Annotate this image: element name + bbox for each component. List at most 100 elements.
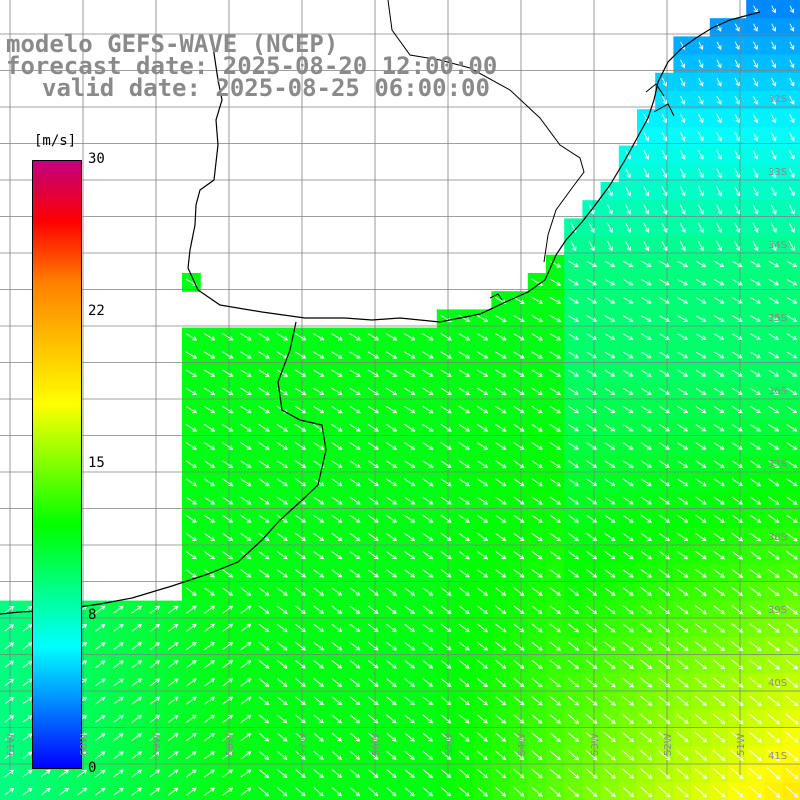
wind-arrow [385, 333, 398, 341]
wind-arrow [131, 787, 143, 796]
wind-arrow [277, 750, 288, 760]
wind-arrow [695, 550, 707, 560]
wind-arrow [258, 532, 270, 542]
wind-arrow [622, 750, 635, 761]
lat-lon-grid [0, 0, 800, 775]
wind-arrow [641, 260, 652, 268]
wind-arrow [771, 59, 777, 69]
wind-arrow [404, 641, 416, 651]
wind-arrow [222, 532, 234, 542]
wind-arrow [622, 659, 634, 670]
wind-arrow [640, 750, 653, 761]
wind-arrow [386, 641, 397, 651]
wind-speed-cell [564, 782, 583, 800]
wind-arrow [586, 279, 598, 286]
wind-arrow [716, 132, 722, 142]
wind-arrow [785, 713, 799, 725]
wind-arrow [259, 787, 270, 797]
wind-arrow [349, 660, 361, 669]
wind-arrow [276, 532, 288, 542]
wind-arrow [549, 623, 562, 633]
wind-arrow [294, 478, 307, 487]
wind-arrow [549, 260, 562, 268]
wind-arrow [640, 623, 653, 633]
wind-arrow [458, 660, 470, 669]
wind-arrow [659, 351, 670, 359]
wind-arrow [749, 460, 762, 468]
wind-arrow [731, 532, 744, 542]
wind-arrow [767, 605, 780, 615]
wind-arrow [458, 696, 470, 706]
wind-arrow [734, 77, 740, 87]
longitude-label: 54W [517, 733, 528, 756]
wind-arrow [622, 551, 634, 560]
wind-arrow [568, 424, 579, 432]
wind-arrow [752, 168, 759, 179]
map-title-valid-date: valid date: 2025-08-25 06:00:00 [42, 74, 490, 102]
wind-arrow [331, 442, 343, 450]
wind-arrow [604, 387, 616, 395]
wind-arrow [659, 406, 670, 414]
wind-arrow [40, 769, 51, 778]
wind-arrow [203, 369, 216, 377]
wind-arrow [549, 786, 561, 797]
wind-arrow [367, 423, 380, 432]
wind-arrow [404, 405, 416, 414]
wind-arrow [640, 641, 653, 651]
wind-arrow [349, 405, 361, 414]
wind-arrow [531, 514, 543, 523]
wind-arrow [640, 732, 653, 743]
wind-speed-cell [782, 418, 800, 438]
wind-arrow [331, 641, 343, 651]
wind-arrow [716, 240, 723, 252]
wind-speed-cell [782, 709, 800, 729]
wind-arrow [386, 732, 397, 742]
wind-arrow [476, 496, 489, 505]
wind-arrow [713, 569, 725, 578]
wind-arrow [204, 732, 216, 742]
wind-arrow [22, 678, 33, 687]
wind-arrow [658, 587, 671, 596]
wind-arrow [698, 41, 704, 51]
wind-arrow [495, 587, 507, 596]
wind-arrow [604, 714, 616, 724]
wind-arrow [752, 186, 759, 197]
wind-speed-cell [782, 364, 800, 383]
colorbar [32, 160, 82, 769]
wind-arrow [495, 768, 507, 779]
wind-arrow [604, 641, 616, 651]
latitude-label: 41S [768, 751, 788, 762]
wind-arrow [622, 532, 634, 542]
wind-arrow [385, 460, 398, 468]
wind-arrow [331, 496, 343, 505]
wind-arrow [676, 569, 689, 578]
wind-speed-cell [473, 782, 492, 800]
wind-arrow [349, 551, 361, 560]
wind-arrow [695, 351, 707, 359]
wind-arrow [659, 297, 670, 304]
wind-arrow [622, 732, 634, 743]
wind-arrow [713, 333, 725, 341]
wind-arrow [349, 569, 361, 578]
wind-speed-cell [382, 782, 401, 800]
wind-arrow [422, 660, 434, 669]
wind-arrow [403, 333, 416, 341]
wind-arrow [476, 460, 489, 469]
wind-arrow [222, 623, 234, 632]
wind-arrow [95, 623, 106, 632]
wind-arrow [641, 279, 652, 286]
wind-arrow [768, 442, 780, 450]
wind-arrow [113, 733, 124, 741]
wind-arrow [752, 150, 759, 160]
wind-arrow [513, 460, 525, 469]
wind-arrow [367, 333, 380, 341]
wind-arrow [586, 551, 598, 560]
wind-arrow [712, 731, 726, 743]
wind-arrow [604, 442, 616, 450]
wind-arrow [513, 641, 525, 651]
wind-arrow [258, 351, 270, 359]
wind-arrow [440, 678, 452, 687]
wind-arrow [567, 659, 580, 669]
wind-arrow [750, 351, 761, 359]
wind-arrow [604, 623, 616, 633]
